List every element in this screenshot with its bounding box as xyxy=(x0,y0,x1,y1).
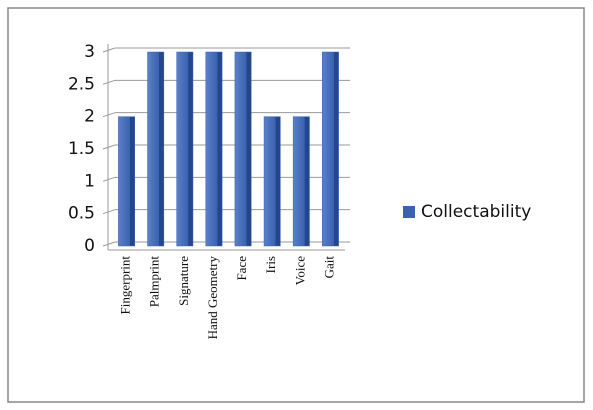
bar xyxy=(292,116,310,247)
y-tick-label: 0 xyxy=(84,236,95,256)
bar xyxy=(118,116,135,247)
y-tick-label: 2.5 xyxy=(68,74,95,94)
x-tick-label: Hand Geometry xyxy=(205,256,220,340)
x-tick-label: Signature xyxy=(176,256,191,306)
tick-mark xyxy=(102,176,116,182)
tick-mark xyxy=(102,241,116,247)
bar xyxy=(176,51,194,247)
bar xyxy=(263,116,281,247)
tick-mark xyxy=(102,79,116,85)
x-tick-label: Palmprint xyxy=(147,256,162,308)
y-tick-label: 1.5 xyxy=(68,139,95,159)
x-tick-label: Gait xyxy=(321,256,336,279)
bar xyxy=(205,51,223,247)
legend-label: Collectability xyxy=(421,202,531,222)
bar xyxy=(322,51,339,247)
x-tick-label: Voice xyxy=(292,256,307,286)
x-tick-label: Fingerprint xyxy=(118,256,133,315)
y-tick-label: 1 xyxy=(84,171,95,191)
tick-mark xyxy=(102,144,116,150)
tick-mark xyxy=(102,47,116,53)
y-tick-label: 0.5 xyxy=(68,204,95,224)
x-tick-label: Face xyxy=(234,256,249,281)
tick-mark xyxy=(102,112,116,118)
y-tick-label: 3 xyxy=(84,42,95,62)
tick-mark xyxy=(102,209,116,215)
bar xyxy=(147,51,165,247)
bar xyxy=(234,51,252,247)
y-tick-label: 2 xyxy=(84,107,95,127)
x-tick-label: Iris xyxy=(263,256,278,273)
legend-swatch xyxy=(403,206,415,218)
